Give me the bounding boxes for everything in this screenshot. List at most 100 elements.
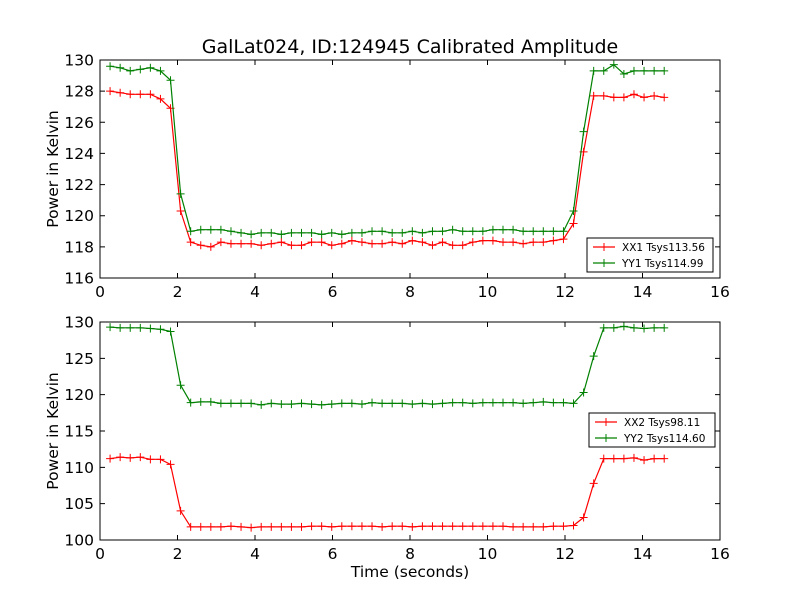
- data-point: [357, 228, 366, 237]
- data-point: [388, 238, 397, 247]
- data-point: [488, 236, 497, 245]
- y-tick-label: 115: [64, 423, 94, 441]
- data-point: [146, 324, 155, 333]
- data-point: [226, 522, 235, 531]
- data-point: [619, 454, 628, 463]
- data-point: [116, 453, 125, 462]
- x-tick-label: 2: [173, 283, 183, 301]
- x-tick-label: 12: [555, 545, 575, 563]
- data-point: [307, 238, 316, 247]
- x-axis-label: Time (seconds): [350, 563, 469, 581]
- data-point: [337, 239, 346, 248]
- series-line: [110, 90, 665, 248]
- data-point: [529, 227, 538, 236]
- data-point: [226, 399, 235, 408]
- legend: XX1 Tsys113.56 YY1 Tsys114.99: [586, 237, 714, 273]
- data-point: [640, 456, 649, 465]
- data-point: [136, 323, 145, 332]
- data-point: [539, 522, 548, 531]
- series-line: [110, 325, 665, 406]
- data-point: [398, 522, 407, 531]
- data-point: [468, 399, 477, 408]
- data-point: [357, 238, 366, 247]
- data-point: [146, 63, 155, 72]
- legend-label: YY1 Tsys114.99: [621, 258, 703, 270]
- y-tick-label: 110: [64, 459, 94, 477]
- series-2-2: [106, 322, 669, 409]
- data-point: [156, 94, 165, 103]
- data-point: [458, 227, 467, 236]
- data-point: [589, 91, 598, 100]
- data-point: [126, 90, 135, 99]
- data-point: [186, 227, 195, 236]
- data-point: [206, 225, 215, 234]
- data-point: [297, 522, 306, 531]
- data-point: [418, 228, 427, 237]
- data-point: [176, 207, 185, 216]
- data-point: [257, 400, 266, 409]
- data-point: [629, 90, 638, 99]
- data-point: [378, 522, 387, 531]
- data-point: [277, 238, 286, 247]
- data-point: [307, 228, 316, 237]
- y-tick-label: 120: [64, 207, 94, 225]
- data-point: [247, 399, 256, 408]
- legend-box: [588, 412, 716, 448]
- y-tick-label: 118: [64, 238, 94, 256]
- data-point: [378, 399, 387, 408]
- x-tick-label: 6: [328, 283, 338, 301]
- data-point: [398, 239, 407, 248]
- data-point: [428, 522, 437, 531]
- y-tick-label: 105: [64, 495, 94, 513]
- data-point: [237, 228, 246, 237]
- data-point: [196, 241, 205, 250]
- data-point: [247, 239, 256, 248]
- data-point: [136, 90, 145, 99]
- data-point: [186, 238, 195, 247]
- data-point: [267, 228, 276, 237]
- data-point: [186, 398, 195, 407]
- data-point: [418, 522, 427, 531]
- data-point: [267, 399, 276, 408]
- x-tick-label: 10: [478, 283, 498, 301]
- data-point: [488, 398, 497, 407]
- legend-marker: [602, 434, 610, 442]
- x-tick-label: 0: [95, 545, 105, 563]
- data-point: [347, 236, 356, 245]
- data-point: [257, 522, 266, 531]
- data-point: [388, 522, 397, 531]
- data-point: [660, 323, 669, 332]
- data-point: [378, 227, 387, 236]
- data-point: [640, 93, 649, 102]
- data-point: [176, 506, 185, 515]
- data-point: [317, 230, 326, 239]
- data-point: [216, 225, 225, 234]
- data-point: [509, 398, 518, 407]
- data-point: [247, 230, 256, 239]
- data-point: [226, 227, 235, 236]
- data-point: [116, 63, 125, 72]
- data-point: [146, 90, 155, 99]
- y-tick-label: 124: [64, 145, 94, 163]
- data-point: [267, 239, 276, 248]
- data-point: [388, 399, 397, 408]
- x-tick-label: 4: [250, 283, 260, 301]
- data-point: [650, 454, 659, 463]
- y-tick-label: 130: [64, 52, 94, 70]
- data-point: [216, 238, 225, 247]
- data-point: [206, 397, 215, 406]
- data-point: [629, 323, 638, 332]
- data-point: [327, 400, 336, 409]
- data-point: [549, 236, 558, 245]
- data-point: [317, 238, 326, 247]
- data-point: [216, 399, 225, 408]
- x-tick-label: 14: [633, 545, 653, 563]
- data-point: [428, 227, 437, 236]
- data-point: [126, 66, 135, 75]
- x-tick-label: 16: [710, 545, 730, 563]
- data-point: [438, 227, 447, 236]
- y-tick-label: 116: [64, 270, 94, 288]
- data-point: [569, 399, 578, 408]
- data-point: [408, 400, 417, 409]
